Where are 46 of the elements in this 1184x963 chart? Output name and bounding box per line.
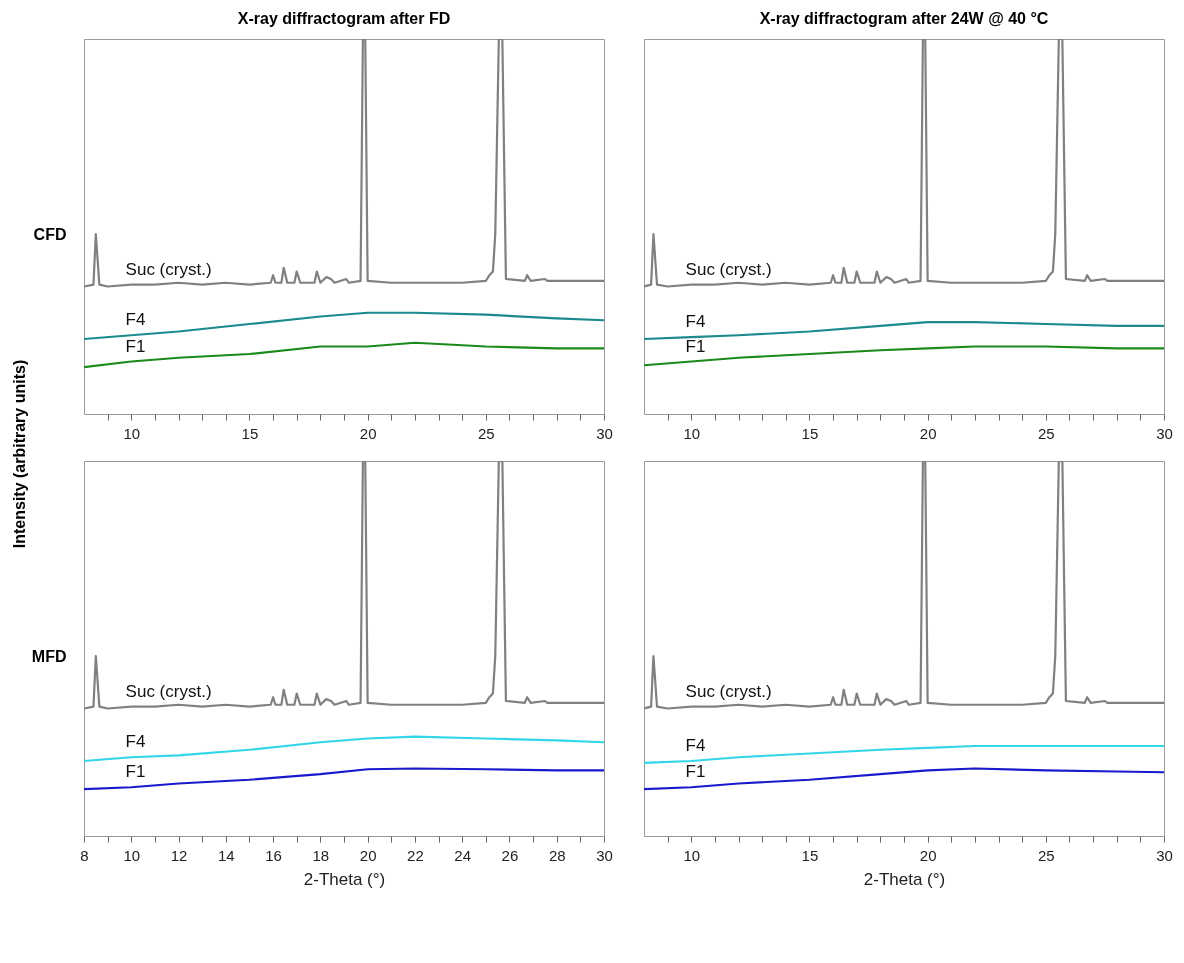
series-label: Suc (cryst.) bbox=[125, 681, 212, 701]
x-tick-label: 25 bbox=[1037, 424, 1055, 442]
x-tick-label: 20 bbox=[359, 424, 377, 442]
series-label: F4 bbox=[125, 732, 146, 752]
chart-title: X-ray diffractogram after FD bbox=[237, 10, 451, 27]
chart-title: X-ray diffractogram after 24W @ 40 °C bbox=[759, 10, 1049, 27]
x-tick-label: 20 bbox=[359, 846, 377, 864]
series-label: F4 bbox=[685, 312, 706, 332]
x-tick-label: 18 bbox=[312, 846, 330, 864]
x-tick-label: 15 bbox=[241, 424, 259, 442]
x-tick-label: 26 bbox=[501, 846, 519, 864]
series-label: Suc (cryst.) bbox=[125, 259, 212, 279]
x-tick-label: 8 bbox=[80, 846, 89, 864]
series-label: F4 bbox=[685, 736, 706, 755]
x-tick-label: 25 bbox=[1037, 846, 1055, 864]
x-tick-label: 20 bbox=[919, 424, 937, 442]
x-tick-label: 30 bbox=[1156, 424, 1173, 442]
series-label: F1 bbox=[685, 336, 706, 356]
series-label: F1 bbox=[125, 762, 146, 782]
x-axis-title: 2-Theta (°) bbox=[303, 869, 386, 889]
x-tick-label: 10 bbox=[123, 424, 141, 442]
series-label: F1 bbox=[685, 762, 706, 782]
x-tick-label: 24 bbox=[454, 846, 472, 864]
x-tick-label: 15 bbox=[801, 424, 819, 442]
y-axis-title: CFD bbox=[33, 225, 67, 243]
x-tick-label: 14 bbox=[217, 846, 235, 864]
series-label: F1 bbox=[125, 336, 146, 356]
x-tick-label: 30 bbox=[1156, 846, 1173, 864]
series-label: F4 bbox=[125, 310, 146, 330]
x-tick-label: 28 bbox=[548, 846, 566, 864]
series-label: Suc (cryst.) bbox=[685, 681, 772, 701]
text: Intensity (arbitrary units) bbox=[11, 359, 28, 549]
x-tick-label: 20 bbox=[919, 846, 937, 864]
x-axis-title: 2-Theta (°) bbox=[863, 869, 946, 889]
x-tick-label: 10 bbox=[683, 846, 701, 864]
x-tick-label: 10 bbox=[683, 424, 701, 442]
y-axis-title: MFD bbox=[31, 647, 67, 665]
x-tick-label: 30 bbox=[596, 424, 613, 442]
x-tick-label: 30 bbox=[596, 846, 613, 864]
x-tick-label: 12 bbox=[170, 846, 188, 864]
x-tick-label: 10 bbox=[123, 846, 141, 864]
series-label: Suc (cryst.) bbox=[685, 259, 772, 279]
x-tick-label: 25 bbox=[477, 424, 495, 442]
x-tick-label: 22 bbox=[407, 846, 424, 864]
x-tick-label: 15 bbox=[801, 846, 819, 864]
x-tick-label: 16 bbox=[265, 846, 282, 864]
